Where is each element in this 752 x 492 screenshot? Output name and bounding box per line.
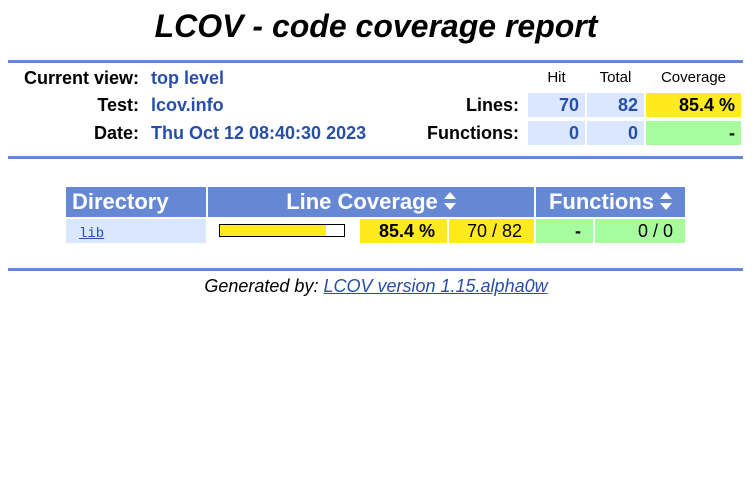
functions-label: Functions:	[427, 123, 519, 143]
coverage-bar-fill	[220, 225, 326, 236]
functions-percent: -	[536, 219, 593, 243]
line-coverage-ratio: 70 / 82	[449, 219, 534, 243]
lines-total-cell: 82	[587, 93, 644, 117]
lcov-version-link[interactable]: LCOV version 1.15.alpha0w	[323, 276, 548, 296]
lines-hit-cell: 70	[528, 93, 585, 117]
functions-header-label: Functions	[548, 189, 655, 214]
line-coverage-percent: 85.4 %	[360, 219, 447, 243]
table-row: lib	[66, 219, 206, 243]
functions-coverage-cell: -	[646, 121, 741, 145]
footer-divider	[8, 268, 743, 271]
lines-coverage-cell: 85.4 %	[646, 93, 741, 117]
directory-link-lib[interactable]: lib	[79, 226, 105, 242]
footer-prefix: Generated by:	[204, 276, 319, 296]
column-total-header: Total	[599, 69, 632, 86]
functions-total-cell: 0	[587, 121, 644, 145]
page-title: LCOV - code coverage report	[154, 8, 598, 44]
line-coverage-column-header[interactable]: Line Coverage	[208, 187, 534, 217]
header-divider-top	[8, 60, 743, 63]
date-label: Date:	[93, 123, 139, 143]
lines-label: Lines:	[465, 95, 519, 115]
line-coverage-header-label: Line Coverage	[286, 189, 438, 214]
coverage-bar	[219, 224, 345, 237]
directory-header-label: Directory	[72, 189, 169, 214]
sort-icon[interactable]	[660, 192, 673, 211]
current-view-value: top level	[151, 68, 225, 88]
header-divider-bottom	[8, 156, 743, 159]
test-value: lcov.info	[151, 95, 224, 115]
date-value: Thu Oct 12 08:40:30 2023	[151, 123, 367, 143]
directory-column-header: Directory	[66, 187, 206, 217]
functions-hit-cell: 0	[528, 121, 585, 145]
footer: Generated by: LCOV version 1.15.alpha0w	[0, 275, 752, 297]
column-hit-header: Hit	[547, 69, 566, 86]
sort-icon[interactable]	[443, 192, 456, 211]
functions-column-header[interactable]: Functions	[536, 187, 685, 217]
current-view-label: Current view:	[23, 68, 139, 88]
test-label: Test:	[97, 95, 139, 115]
column-coverage-header: Coverage	[660, 69, 727, 86]
functions-ratio: 0 / 0	[595, 219, 685, 243]
